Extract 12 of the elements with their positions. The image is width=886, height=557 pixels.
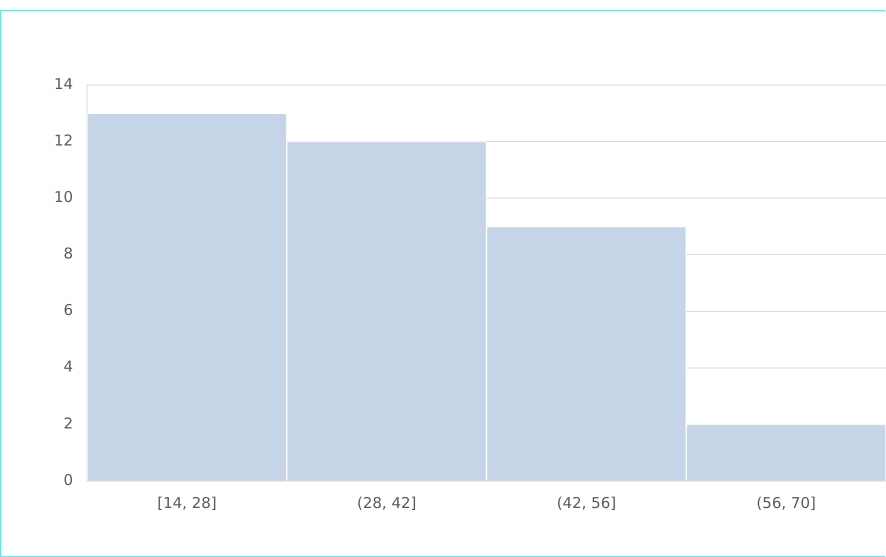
y-tick-label: 12 — [54, 131, 74, 150]
y-tick-label: 8 — [64, 244, 74, 263]
y-tick-label: 6 — [64, 301, 74, 320]
x-tick-label: [14, 28] — [157, 494, 217, 512]
x-tick-label: (42, 56] — [556, 494, 616, 512]
x-tick-label: (56, 70] — [756, 494, 816, 512]
y-tick-label: 4 — [64, 358, 74, 376]
y-tick-label: 0 — [64, 470, 74, 489]
y-tick-label: 10 — [54, 188, 74, 206]
y-tick-label: 2 — [64, 414, 74, 432]
x-tick-label: (28, 42] — [356, 494, 416, 512]
y-tick-label: 14 — [54, 74, 74, 93]
